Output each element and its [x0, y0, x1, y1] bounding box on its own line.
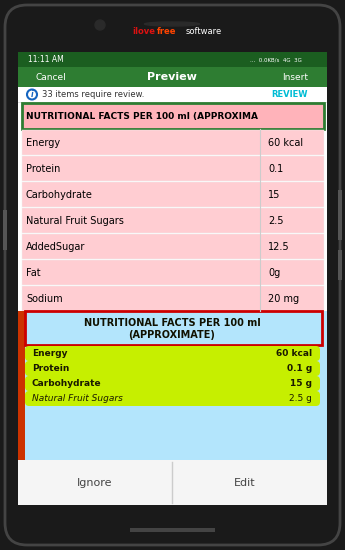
- Text: Carbohydrate: Carbohydrate: [26, 190, 93, 200]
- Text: Fat: Fat: [26, 267, 41, 278]
- FancyBboxPatch shape: [25, 361, 320, 376]
- Bar: [22, 260, 324, 285]
- Text: Sodium: Sodium: [26, 294, 63, 304]
- Text: 15: 15: [268, 190, 280, 200]
- Circle shape: [95, 20, 105, 30]
- Text: NUTRITIONAL FACTS PER 100 ml: NUTRITIONAL FACTS PER 100 ml: [83, 318, 260, 328]
- Bar: [18, 38, 327, 505]
- FancyBboxPatch shape: [5, 5, 340, 545]
- Bar: [22, 130, 324, 155]
- Text: Ignore: Ignore: [77, 477, 113, 487]
- Bar: [18, 311, 25, 460]
- Text: Cancel: Cancel: [36, 73, 67, 81]
- Text: i: i: [31, 90, 33, 99]
- Text: Insert: Insert: [282, 73, 308, 81]
- Text: 60 kcal: 60 kcal: [268, 138, 303, 147]
- Text: 2.5: 2.5: [268, 216, 284, 225]
- Ellipse shape: [145, 22, 199, 26]
- Text: ...  0.0KB/s  4G  3G: ... 0.0KB/s 4G 3G: [250, 57, 302, 62]
- Text: Protein: Protein: [32, 364, 69, 373]
- Bar: [130, 528, 215, 532]
- Text: 11:11 AM: 11:11 AM: [28, 55, 64, 64]
- Text: Carbohydrate: Carbohydrate: [32, 379, 102, 388]
- Bar: [18, 38, 327, 52]
- Text: Energy: Energy: [32, 349, 68, 358]
- Text: (APPROXIMATE): (APPROXIMATE): [129, 331, 215, 340]
- Text: Edit: Edit: [234, 477, 256, 487]
- Bar: [18, 311, 327, 460]
- FancyBboxPatch shape: [25, 346, 320, 361]
- Text: AddedSugar: AddedSugar: [26, 241, 85, 251]
- Bar: [22, 182, 324, 207]
- Bar: [338, 190, 342, 240]
- Bar: [25, 311, 322, 345]
- Bar: [22, 286, 324, 311]
- Bar: [22, 234, 324, 259]
- Text: 0g: 0g: [268, 267, 280, 278]
- Text: Energy: Energy: [26, 138, 60, 147]
- Bar: [18, 102, 327, 103]
- Bar: [3, 210, 7, 250]
- Text: 12.5: 12.5: [268, 241, 289, 251]
- Text: 60 kcal: 60 kcal: [276, 349, 312, 358]
- Bar: [18, 87, 327, 102]
- Text: 15 g: 15 g: [290, 379, 312, 388]
- Text: NUTRITIONAL FACTS PER 100 ml (APPROXIMA: NUTRITIONAL FACTS PER 100 ml (APPROXIMA: [26, 112, 258, 120]
- Text: Preview: Preview: [147, 72, 197, 82]
- Bar: [18, 52, 327, 67]
- Bar: [338, 250, 342, 280]
- Text: software: software: [186, 26, 222, 36]
- Text: Protein: Protein: [26, 163, 60, 173]
- Bar: [18, 460, 327, 505]
- Text: 33 items require review.: 33 items require review.: [42, 90, 144, 99]
- Text: Natural Fruit Sugars: Natural Fruit Sugars: [32, 394, 123, 403]
- Text: REVIEW: REVIEW: [272, 90, 308, 99]
- Bar: [22, 208, 324, 233]
- Text: Natural Fruit Sugars: Natural Fruit Sugars: [26, 216, 124, 225]
- Text: ilove: ilove: [132, 26, 155, 36]
- FancyBboxPatch shape: [25, 376, 320, 391]
- Text: 20 mg: 20 mg: [268, 294, 299, 304]
- Text: 0.1 g: 0.1 g: [287, 364, 312, 373]
- Bar: [18, 67, 327, 87]
- FancyBboxPatch shape: [25, 391, 320, 406]
- Text: 2.5 g: 2.5 g: [289, 394, 312, 403]
- Text: free: free: [157, 26, 177, 36]
- Bar: [22, 156, 324, 181]
- Bar: [22, 103, 324, 129]
- Text: 0.1: 0.1: [268, 163, 283, 173]
